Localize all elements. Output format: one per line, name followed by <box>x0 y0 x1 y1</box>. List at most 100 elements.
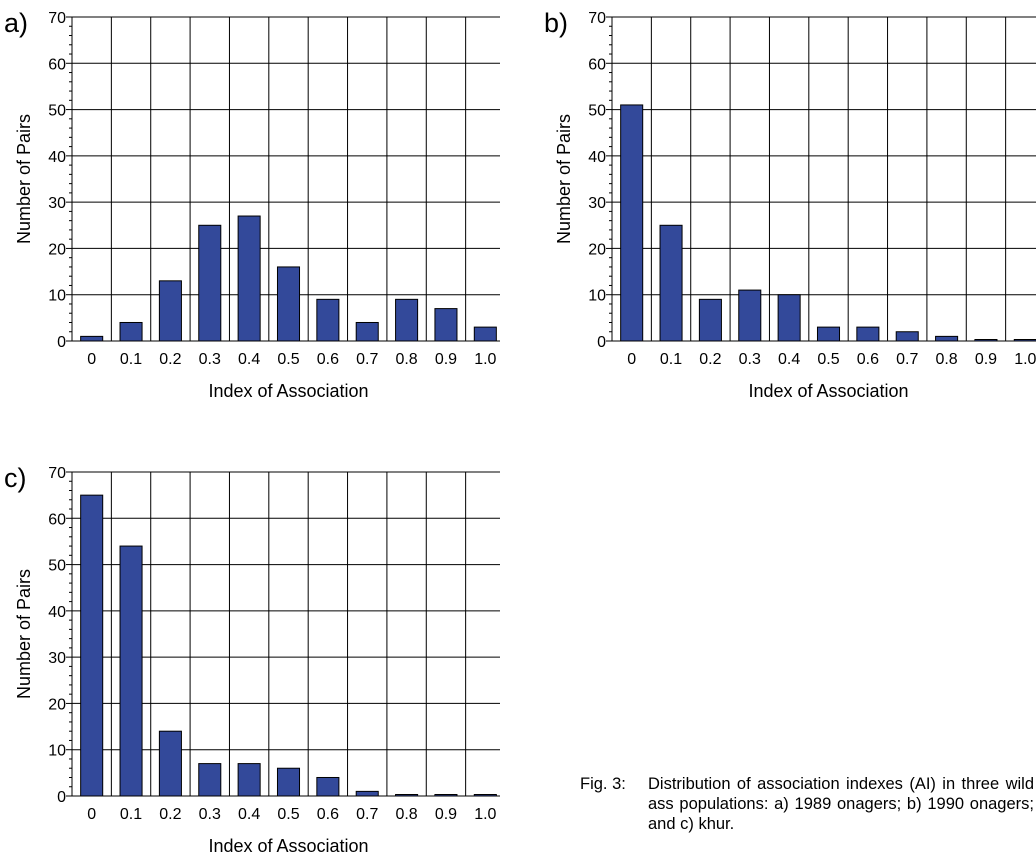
y-tick-label: 0 <box>597 334 606 351</box>
bar <box>974 339 998 342</box>
x-axis-label: Index of Association <box>208 381 368 400</box>
y-tick-label: 50 <box>48 103 66 120</box>
x-tick-label: 0.2 <box>159 351 181 368</box>
bar <box>80 494 104 797</box>
y-tick-label: 10 <box>48 743 66 760</box>
chart-panel-b: 0 10 20 30 40 50 60 70 0 0.1 0.2 0.3 0.4 0.5 0.6 0.7 0.8… <box>540 0 1036 405</box>
bar <box>158 730 182 797</box>
x-axis-label: Index of Association <box>208 836 368 855</box>
bar <box>198 224 222 342</box>
bar <box>1013 339 1036 342</box>
bar <box>434 794 458 797</box>
x-tick-label: 0.9 <box>975 351 997 368</box>
bar <box>698 298 722 342</box>
x-tick-label: 0.2 <box>159 806 181 823</box>
x-tick-label: 0.4 <box>778 351 800 368</box>
caption-label: Fig. 3: <box>580 775 626 793</box>
x-tick-label: 0 <box>627 351 636 368</box>
y-axis-label: Number of Pairs <box>14 569 34 699</box>
bar <box>473 794 497 797</box>
x-tick-label: 1.0 <box>474 806 496 823</box>
x-tick-label: 0 <box>87 351 96 368</box>
x-axis-label: Index of Association <box>748 381 908 400</box>
y-tick-label: 40 <box>588 149 606 166</box>
x-tick-label: 0.2 <box>699 351 721 368</box>
bar <box>473 326 497 342</box>
y-tick-label: 20 <box>588 241 606 258</box>
bar <box>395 298 419 342</box>
bar <box>738 289 762 342</box>
panel-label: c) <box>4 463 27 493</box>
bar <box>276 767 301 797</box>
x-tick-label: 0.1 <box>660 351 682 368</box>
x-tick-label: 0.9 <box>435 351 457 368</box>
y-tick-label: 20 <box>48 241 66 258</box>
bar <box>119 321 143 342</box>
panel-label: a) <box>4 8 28 38</box>
x-tick-label: 0.3 <box>199 806 221 823</box>
figure-caption: Fig. 3: Distribution of association inde… <box>580 774 1036 854</box>
bar <box>158 280 182 342</box>
bar <box>355 321 379 342</box>
y-tick-label: 70 <box>588 10 606 27</box>
bar <box>816 326 841 342</box>
bar <box>355 790 379 797</box>
x-tick-label: 0.8 <box>395 806 417 823</box>
y-tick-label: 30 <box>48 195 66 212</box>
bar <box>80 335 104 342</box>
x-tick-label: 0.6 <box>857 351 879 368</box>
y-tick-label: 0 <box>57 334 66 351</box>
x-tick-label: 0.6 <box>317 351 339 368</box>
x-tick-label: 0.6 <box>317 806 339 823</box>
x-tick-label: 0 <box>87 806 96 823</box>
x-tick-label: 0.4 <box>238 806 260 823</box>
bar <box>935 335 959 342</box>
x-tick-label: 0.5 <box>277 351 299 368</box>
bar <box>434 308 458 342</box>
bar <box>856 326 880 342</box>
x-tick-label: 1.0 <box>474 351 496 368</box>
bar <box>659 224 683 342</box>
chart-panel-c: 0 10 20 30 40 50 60 70 0 0.1 0.2 0.3 0.4 0.5 0.6 0.7 0.8… <box>0 455 506 860</box>
x-tick-label: 0.9 <box>435 806 457 823</box>
y-tick-label: 60 <box>588 56 606 73</box>
x-tick-label: 0.7 <box>356 806 378 823</box>
y-tick-label: 40 <box>48 149 66 166</box>
bar <box>237 215 261 342</box>
chart-panel-a: 0 10 20 30 40 50 60 70 0 0.1 0.2 0.3 0.4 0.5 0.6 0.7 0.8… <box>0 0 506 405</box>
panel-label: b) <box>544 8 568 38</box>
bar <box>895 331 919 342</box>
x-tick-label: 0.1 <box>120 806 142 823</box>
bar <box>316 298 340 342</box>
chart-svg: 0 10 20 30 40 50 60 70 0 0.1 0.2 0.3 0.4 0.5 0.6 0.7 0.8… <box>4 8 506 401</box>
y-axis-label: Number of Pairs <box>14 114 34 244</box>
chart-svg: 0 10 20 30 40 50 60 70 0 0.1 0.2 0.3 0.4 0.5 0.6 0.7 0.8… <box>4 463 506 856</box>
bar <box>620 104 644 342</box>
bar <box>237 763 261 797</box>
y-tick-label: 10 <box>48 288 66 305</box>
x-tick-label: 0.3 <box>199 351 221 368</box>
x-tick-label: 0.8 <box>395 351 417 368</box>
y-tick-label: 30 <box>48 650 66 667</box>
y-tick-label: 60 <box>48 56 66 73</box>
y-tick-label: 50 <box>588 103 606 120</box>
y-tick-label: 40 <box>48 604 66 621</box>
x-tick-label: 0.5 <box>817 351 839 368</box>
y-tick-label: 0 <box>57 789 66 806</box>
y-tick-label: 50 <box>48 558 66 575</box>
y-tick-label: 20 <box>48 696 66 713</box>
x-tick-label: 1.0 <box>1014 351 1036 368</box>
chart-svg: 0 10 20 30 40 50 60 70 0 0.1 0.2 0.3 0.4 0.5 0.6 0.7 0.8… <box>544 8 1036 401</box>
x-tick-label: 0.3 <box>739 351 761 368</box>
y-tick-label: 70 <box>48 10 66 27</box>
y-axis-label: Number of Pairs <box>554 114 574 244</box>
bar <box>119 545 143 797</box>
x-tick-label: 0.1 <box>120 351 142 368</box>
bar <box>316 776 340 797</box>
x-tick-label: 0.8 <box>935 351 957 368</box>
bar <box>777 294 801 342</box>
y-tick-label: 70 <box>48 465 66 482</box>
x-tick-label: 0.4 <box>238 351 260 368</box>
x-tick-label: 0.5 <box>277 806 299 823</box>
bar <box>276 266 301 342</box>
